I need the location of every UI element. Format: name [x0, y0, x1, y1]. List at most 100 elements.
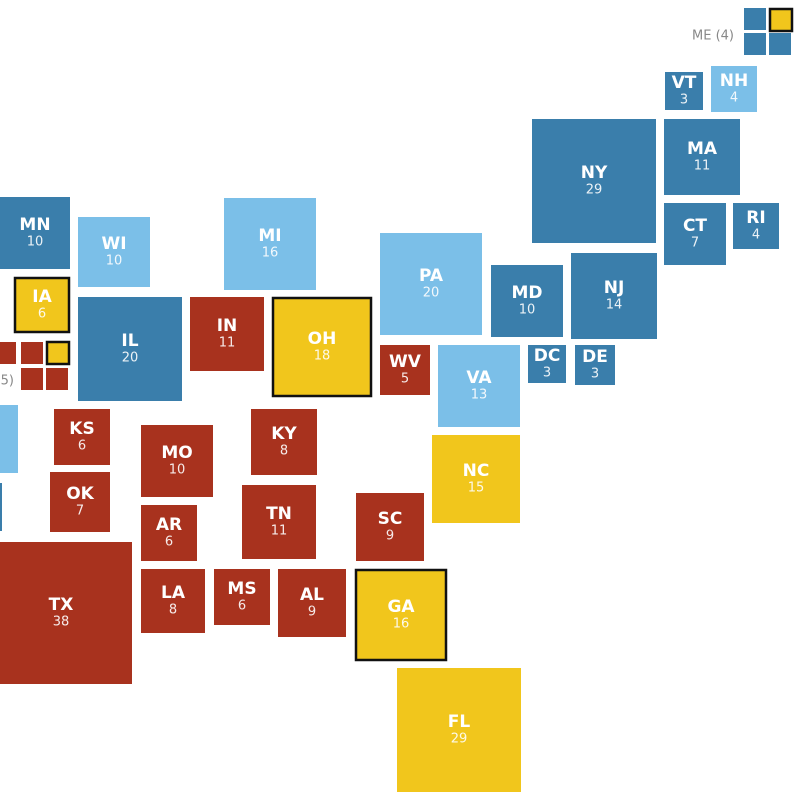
state: LA8	[141, 569, 205, 633]
state-abbr: MS	[227, 579, 256, 599]
state: AL9	[278, 569, 346, 637]
state-abbr: MI	[258, 226, 281, 246]
state-abbr: OH	[308, 329, 337, 349]
state-box	[664, 119, 740, 195]
state: KS6	[54, 409, 110, 465]
district	[21, 342, 43, 364]
state-box	[664, 203, 726, 265]
district	[744, 33, 766, 55]
state-votes: 8	[169, 603, 177, 618]
district-label: ME (4)	[692, 29, 734, 44]
state-box	[438, 345, 520, 427]
state-votes: 4	[752, 228, 760, 243]
state-votes: 14	[606, 298, 623, 313]
state: DC3	[528, 345, 566, 383]
district	[46, 368, 68, 390]
state-votes: 29	[451, 732, 468, 747]
state: CT7	[664, 203, 726, 265]
state-votes: 3	[591, 367, 599, 382]
state-box	[242, 485, 316, 559]
state-votes: 11	[271, 524, 288, 539]
state: KY8	[251, 409, 317, 475]
state-abbr: AR	[156, 515, 182, 535]
state-abbr: MD	[511, 283, 542, 303]
state-abbr: MA	[687, 139, 718, 159]
state-box	[251, 409, 317, 475]
state: RI4	[733, 203, 779, 249]
state-votes: 13	[471, 388, 488, 403]
state-votes: 7	[76, 504, 84, 519]
state-votes: 6	[165, 535, 173, 550]
state-box	[13, 276, 71, 334]
state-fragment	[0, 405, 18, 473]
state-box	[528, 345, 566, 383]
state: AR6	[141, 505, 197, 561]
state-box	[271, 296, 373, 398]
state: MS6	[214, 569, 270, 625]
state-abbr: VA	[466, 368, 492, 388]
state-abbr: CT	[683, 216, 707, 236]
state-votes: 20	[423, 286, 440, 301]
state-box	[141, 505, 197, 561]
state-box	[141, 569, 205, 633]
state-box	[491, 265, 563, 337]
state-votes: 6	[38, 307, 46, 322]
state-votes: 15	[468, 481, 485, 496]
state-abbr: IL	[121, 331, 138, 351]
state-votes: 20	[122, 351, 139, 366]
state-fragment	[0, 483, 2, 531]
state-votes: 10	[106, 254, 123, 269]
state-abbr: NY	[581, 163, 608, 183]
state-abbr: KY	[271, 424, 297, 444]
state-votes: 3	[680, 93, 688, 108]
state-abbr: AL	[300, 585, 324, 605]
state: WV5	[380, 345, 430, 395]
state-box	[50, 472, 110, 532]
state-box	[380, 233, 482, 335]
state-votes: 5	[401, 372, 409, 387]
state-votes: 16	[393, 617, 410, 632]
state-votes: 9	[386, 529, 394, 544]
state-abbr: WI	[101, 234, 126, 254]
state-box	[575, 345, 615, 385]
state-box	[0, 542, 132, 684]
state-box	[354, 568, 448, 662]
state-abbr: MN	[19, 215, 50, 235]
state-box	[78, 217, 150, 287]
state-box	[278, 569, 346, 637]
state-box	[711, 66, 757, 112]
state-box	[356, 493, 424, 561]
state-box	[214, 569, 270, 625]
district	[0, 342, 16, 364]
state-votes: 18	[314, 349, 331, 364]
state-votes: 16	[262, 246, 279, 261]
state-votes: 7	[691, 236, 699, 251]
state-abbr: FL	[448, 712, 471, 732]
state-votes: 29	[586, 183, 603, 198]
state-box	[532, 119, 656, 243]
state-abbr: TX	[49, 595, 74, 615]
state-votes: 6	[78, 439, 86, 454]
state: DE3	[575, 345, 615, 385]
state-abbr: PA	[419, 266, 444, 286]
district	[45, 340, 71, 366]
state-abbr: OK	[66, 484, 94, 504]
state-abbr: KS	[69, 419, 94, 439]
state-box	[571, 253, 657, 339]
